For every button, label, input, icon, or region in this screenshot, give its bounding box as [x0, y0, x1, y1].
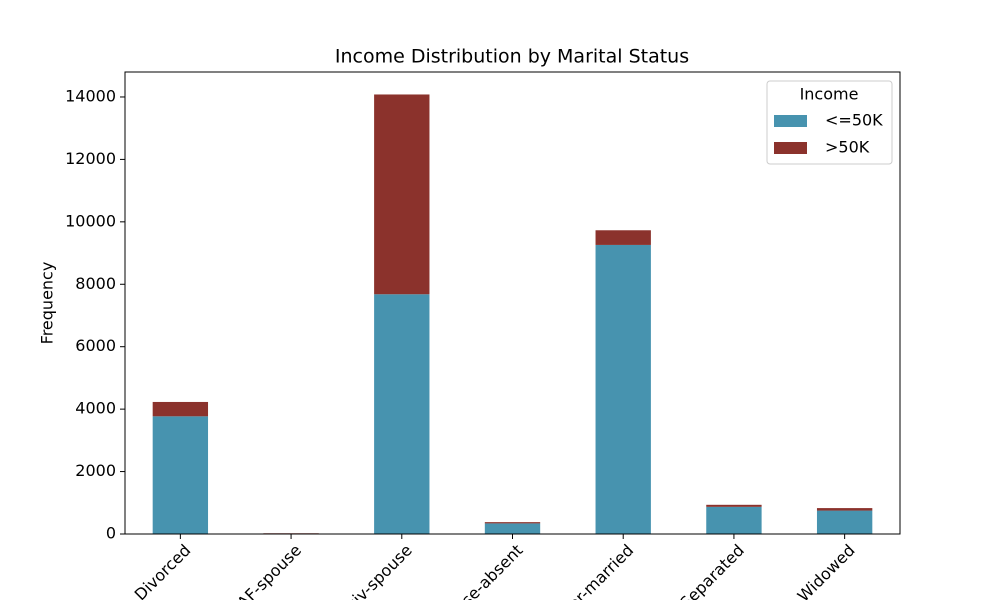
x-tick-label: Married-AF-spouse	[186, 541, 305, 600]
legend-label: <=50K	[825, 111, 883, 130]
y-axis-label: Frequency	[38, 262, 57, 345]
y-tick-label: 6000	[75, 336, 116, 355]
y-tick-label: 10000	[65, 211, 116, 230]
y-tick-label: 0	[106, 524, 116, 543]
x-tick-label: Married-civ-spouse	[295, 541, 415, 600]
bar-segment	[595, 244, 651, 534]
legend-swatch	[774, 142, 807, 154]
bar-segment	[816, 508, 873, 511]
y-tick-label: 2000	[75, 461, 116, 480]
bar-segment	[152, 401, 209, 417]
y-tick-label: 8000	[75, 274, 116, 293]
bar-segment	[484, 522, 541, 524]
bar-segment	[374, 94, 430, 295]
legend-title: Income	[800, 85, 859, 104]
y-tick-label: 14000	[65, 86, 116, 105]
legend-swatch	[774, 115, 807, 127]
bar-segment	[816, 510, 873, 534]
x-tick-label: Separated	[676, 541, 748, 600]
bar-segment	[706, 504, 762, 507]
bar-segment	[484, 523, 541, 534]
x-tick-label: Widowed	[794, 541, 859, 600]
legend-label: >50K	[825, 138, 870, 157]
plot-frame	[124, 71, 901, 535]
bar-segment	[152, 416, 209, 534]
x-tick-label: Divorced	[131, 541, 195, 600]
x-tick-label: Never-married	[542, 541, 637, 600]
bar-segment	[706, 506, 762, 534]
y-tick-label: 4000	[75, 399, 116, 418]
chart-title: Income Distribution by Marital Status	[335, 46, 689, 68]
y-tick-label: 12000	[65, 149, 116, 168]
bar-segment	[374, 294, 430, 534]
bar-segment	[595, 230, 651, 245]
